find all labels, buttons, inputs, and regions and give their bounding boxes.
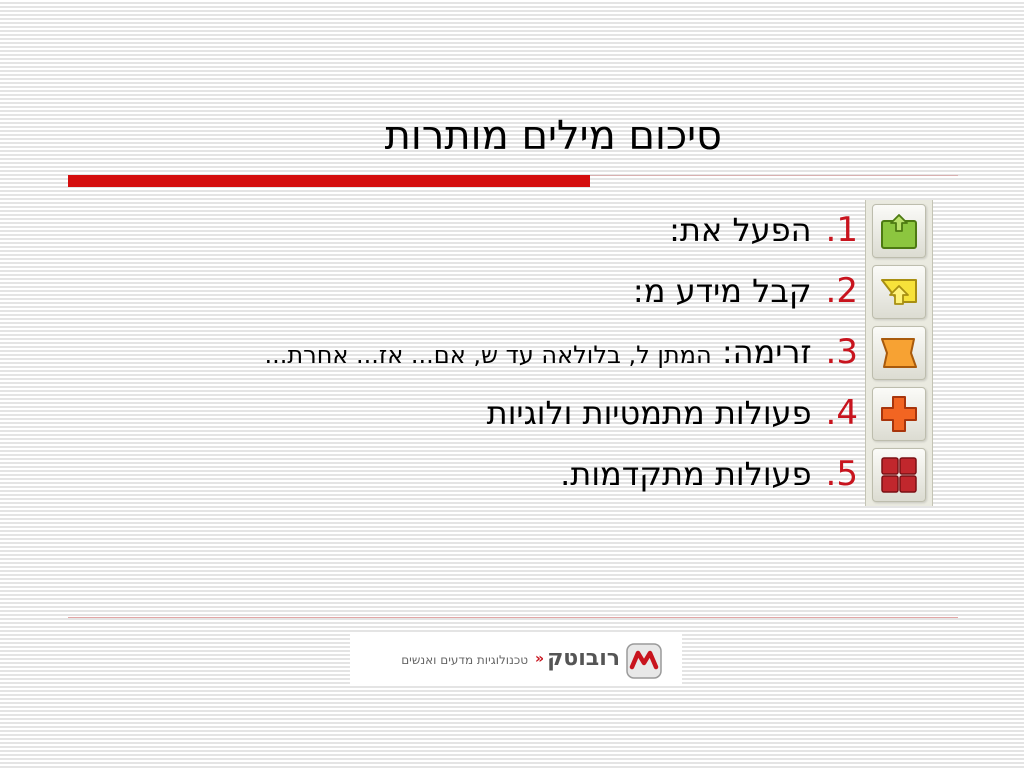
block-category-palette (865, 200, 933, 506)
list-item-number: 5. (825, 454, 858, 494)
yellow-arrow-up-icon (881, 279, 917, 305)
logo-tagline: טכנולוגיות מדעים ואנשים (401, 653, 528, 667)
orange-flag-icon (881, 338, 917, 368)
list-item-text: זרימה: (721, 333, 812, 371)
orange-cross-icon (881, 396, 917, 432)
list-item-text: קבל מידע מ: (632, 272, 812, 310)
footer-divider (68, 617, 958, 618)
list-item-number: 4. (825, 393, 858, 433)
list-item: 3. זרימה: המתן ל, בלולאה עד ש, אם... אז..… (0, 322, 858, 383)
list-item-subtext: המתן ל, בלולאה עד ש, אם... אז... אחרת... (264, 341, 712, 369)
list-item-text: פעולות מתקדמות. (560, 455, 812, 493)
list-item-number: 1. (825, 210, 858, 250)
list-item-text: הפעל את: (669, 211, 812, 249)
list-item: 2. קבל מידע מ: (0, 261, 858, 322)
company-logo: רובוטק « טכנולוגיות מדעים ואנשים (350, 634, 682, 686)
list-item-number: 2. (825, 271, 858, 311)
advanced-category-button[interactable] (872, 448, 926, 502)
green-box-arrow-icon (881, 214, 917, 249)
flow-category-button[interactable] (872, 326, 926, 380)
list-item: 4. פעולות מתמטיות ולוגיות (0, 383, 858, 444)
list-item-text: פעולות מתמטיות ולוגיות (486, 394, 812, 432)
red-grid-icon (881, 457, 917, 493)
logo-name: רובוטק (547, 646, 620, 671)
logo-chevrons: « (534, 651, 544, 667)
math-category-button[interactable] (872, 387, 926, 441)
allowed-words-list: 1. הפעל את: 2. קבל מידע מ: 3. זרימה: המתן ל… (0, 200, 858, 505)
robotec-logo-icon (626, 643, 662, 679)
title-accent-bar (68, 175, 590, 187)
sensor-category-button[interactable] (872, 265, 926, 319)
list-item: 1. הפעל את: (0, 200, 858, 261)
action-category-button[interactable] (872, 204, 926, 258)
list-item: 5. פעולות מתקדמות. (0, 444, 858, 505)
slide-title: סיכום מילים מותרות (384, 113, 722, 159)
list-item-number: 3. (825, 332, 858, 372)
